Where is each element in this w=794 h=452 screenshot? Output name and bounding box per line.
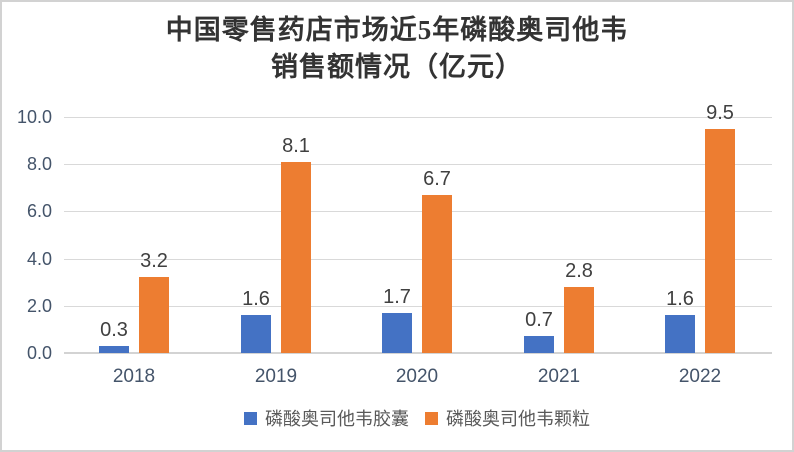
legend-swatch-icon	[244, 411, 257, 425]
y-axis-tick-label: 2.0	[26, 296, 52, 316]
bar-磷酸奥司他韦颗粒-2021	[564, 287, 594, 353]
gridline	[64, 211, 772, 212]
legend: 磷酸奥司他韦胶囊 磷酸奥司他韦颗粒	[22, 404, 792, 432]
x-axis-tick-label-2022: 2022	[678, 366, 722, 387]
bar-磷酸奥司他韦颗粒-2018	[139, 277, 169, 353]
gridline	[64, 164, 772, 165]
y-axis-tick-label: 6.0	[26, 201, 52, 221]
x-axis-tick-label-2021: 2021	[537, 366, 581, 387]
legend-item-label: 磷酸奥司他韦胶囊	[265, 409, 409, 429]
x-axis-tick-label-2019: 2019	[254, 366, 298, 387]
bar-磷酸奥司他韦胶囊-2019	[241, 315, 271, 353]
y-axis-tick-label: 10.0	[16, 107, 52, 127]
value-label-磷酸奥司他韦胶囊-2018: 0.3	[100, 319, 128, 341]
value-label-磷酸奥司他韦颗粒-2018: 3.2	[140, 250, 168, 272]
bar-磷酸奥司他韦颗粒-2022	[705, 129, 735, 353]
gridline	[64, 352, 772, 354]
gridline	[64, 259, 772, 260]
bar-磷酸奥司他韦颗粒-2019	[281, 162, 311, 353]
y-axis-tick-label: 4.0	[26, 249, 52, 269]
value-label-磷酸奥司他韦胶囊-2022: 1.6	[666, 288, 694, 310]
gridline	[64, 306, 772, 307]
legend-swatch-icon	[425, 411, 438, 425]
x-axis-tick-label-2020: 2020	[395, 366, 439, 387]
bar-磷酸奥司他韦胶囊-2022	[665, 315, 695, 353]
y-axis-tick-label: 0.0	[26, 343, 52, 363]
value-label-磷酸奥司他韦胶囊-2020: 1.7	[383, 286, 411, 308]
value-label-磷酸奥司他韦颗粒-2020: 6.7	[423, 168, 451, 190]
bar-磷酸奥司他韦胶囊-2020	[382, 313, 412, 353]
value-label-磷酸奥司他韦胶囊-2021: 0.7	[525, 309, 553, 331]
value-label-磷酸奥司他韦颗粒-2021: 2.8	[565, 260, 593, 282]
legend-item-磷酸奥司他韦胶囊: 磷酸奥司他韦胶囊	[244, 405, 409, 431]
gridline	[64, 117, 772, 118]
bar-磷酸奥司他韦胶囊-2021	[524, 336, 554, 353]
value-label-磷酸奥司他韦颗粒-2019: 8.1	[282, 135, 310, 157]
legend-item-磷酸奥司他韦颗粒: 磷酸奥司他韦颗粒	[425, 405, 590, 431]
value-label-磷酸奥司他韦胶囊-2019: 1.6	[242, 288, 270, 310]
chart-title-line1: 中国零售药店市场近5年磷酸奥司他韦	[165, 15, 629, 45]
y-axis-tick-label: 8.0	[26, 154, 52, 174]
chart-title: 中国零售药店市场近5年磷酸奥司他韦 销售额情况（亿元）	[2, 12, 792, 86]
legend-item-label: 磷酸奥司他韦颗粒	[446, 409, 590, 429]
bar-磷酸奥司他韦胶囊-2018	[99, 346, 129, 353]
bar-磷酸奥司他韦颗粒-2020	[422, 195, 452, 353]
value-label-磷酸奥司他韦颗粒-2022: 9.5	[706, 102, 734, 124]
chart-title-line2: 销售额情况（亿元）	[271, 52, 523, 82]
x-axis-tick-label-2018: 2018	[112, 366, 156, 387]
